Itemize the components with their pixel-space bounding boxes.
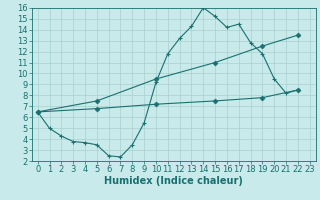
X-axis label: Humidex (Indice chaleur): Humidex (Indice chaleur) [104,176,243,186]
